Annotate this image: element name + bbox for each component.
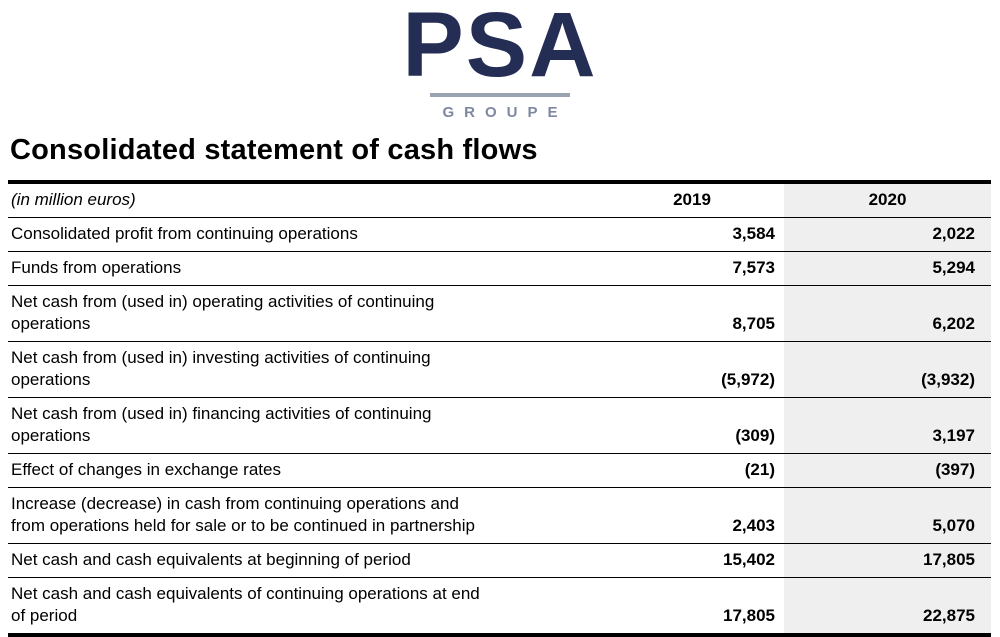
- row-label: Funds from operations: [11, 258, 182, 277]
- row-label: Net cash from (used in) operating activi…: [11, 292, 435, 333]
- row-label: Net cash from (used in) investing activi…: [11, 348, 431, 389]
- row-value-2020: (397): [784, 454, 991, 487]
- row-value-2020: 17,805: [784, 544, 991, 577]
- row-value-2019: 7,573: [732, 258, 775, 277]
- row-value-2019: 2,403: [732, 516, 775, 535]
- row-label: Effect of changes in exchange rates: [11, 460, 281, 479]
- row-label: Increase (decrease) in cash from continu…: [11, 494, 475, 535]
- table-header-row: (in million euros) 2019 2020: [8, 184, 991, 218]
- row-value-2019: (309): [735, 426, 775, 445]
- row-label: Net cash from (used in) financing activi…: [11, 404, 432, 445]
- row-value-2019: 15,402: [723, 550, 775, 569]
- row-value-2019: (5,972): [721, 370, 775, 389]
- logo-divider-line: [430, 93, 570, 97]
- row-value-2020: 5,070: [784, 488, 991, 543]
- row-value-2019: (21): [744, 460, 775, 479]
- column-header-2020: 2020: [784, 184, 991, 217]
- table-row: Consolidated profit from continuing oper…: [8, 218, 991, 252]
- row-value-2019: 3,584: [732, 224, 775, 243]
- table-row: Funds from operations 7,573 5,294: [8, 252, 991, 286]
- logo-groupe-label: GROUPE: [442, 104, 568, 121]
- table-row: Net cash and cash equivalents at beginni…: [8, 544, 991, 578]
- table-row: Effect of changes in exchange rates (21)…: [8, 454, 991, 488]
- psa-groupe-logo: PSA GROUPE: [0, 0, 1000, 121]
- row-value-2020: 5,294: [784, 252, 991, 285]
- row-value-2020: 22,875: [784, 578, 991, 633]
- column-header-2019: 2019: [673, 190, 711, 209]
- row-label: Net cash and cash equivalents at beginni…: [11, 550, 411, 569]
- psa-logo-wordmark: PSA: [402, 0, 598, 96]
- table-row: Increase (decrease) in cash from continu…: [8, 488, 991, 544]
- row-value-2020: 6,202: [784, 286, 991, 341]
- table-row: Net cash from (used in) operating activi…: [8, 286, 991, 342]
- table-row: Net cash from (used in) financing activi…: [8, 398, 991, 454]
- row-value-2019: 17,805: [723, 606, 775, 625]
- cash-flow-table: (in million euros) 2019 2020 Consolidate…: [8, 180, 991, 637]
- row-value-2019: 8,705: [732, 314, 775, 333]
- unit-label: (in million euros): [11, 190, 136, 209]
- row-value-2020: 3,197: [784, 398, 991, 453]
- table-row: Net cash and cash equivalents of continu…: [8, 578, 991, 633]
- row-value-2020: (3,932): [784, 342, 991, 397]
- row-label: Consolidated profit from continuing oper…: [11, 224, 358, 243]
- table-row: Net cash from (used in) investing activi…: [8, 342, 991, 398]
- row-label: Net cash and cash equivalents of continu…: [11, 584, 480, 625]
- row-value-2020: 2,022: [784, 218, 991, 251]
- page-title: Consolidated statement of cash flows: [10, 134, 538, 166]
